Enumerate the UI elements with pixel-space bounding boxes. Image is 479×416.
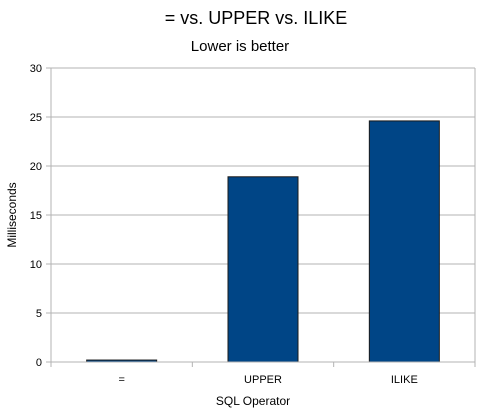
x-tick-label: UPPER: [244, 374, 282, 386]
axes: 0 5 10 15 20 25 30 = UPPER ILIKE: [30, 63, 476, 386]
bars: [86, 120, 440, 363]
bar: [368, 120, 440, 363]
chart-subtitle: Lower is better: [191, 38, 289, 55]
y-tick-label: 5: [36, 308, 42, 320]
x-tick-label: ILIKE: [391, 374, 418, 386]
y-axis-label: Milliseconds: [5, 182, 19, 247]
y-tick-label: 0: [36, 357, 42, 369]
y-tick-label: 20: [30, 161, 42, 173]
chart-title: = vs. UPPER vs. ILIKE: [165, 8, 348, 28]
bar: [227, 176, 299, 363]
x-tick-label: =: [118, 374, 124, 386]
y-tick-label: 10: [30, 259, 42, 271]
y-tick-label: 30: [30, 63, 42, 75]
y-tick-label: 25: [30, 112, 42, 124]
x-axis-label: SQL Operator: [216, 394, 290, 408]
y-tick-label: 15: [30, 210, 42, 222]
